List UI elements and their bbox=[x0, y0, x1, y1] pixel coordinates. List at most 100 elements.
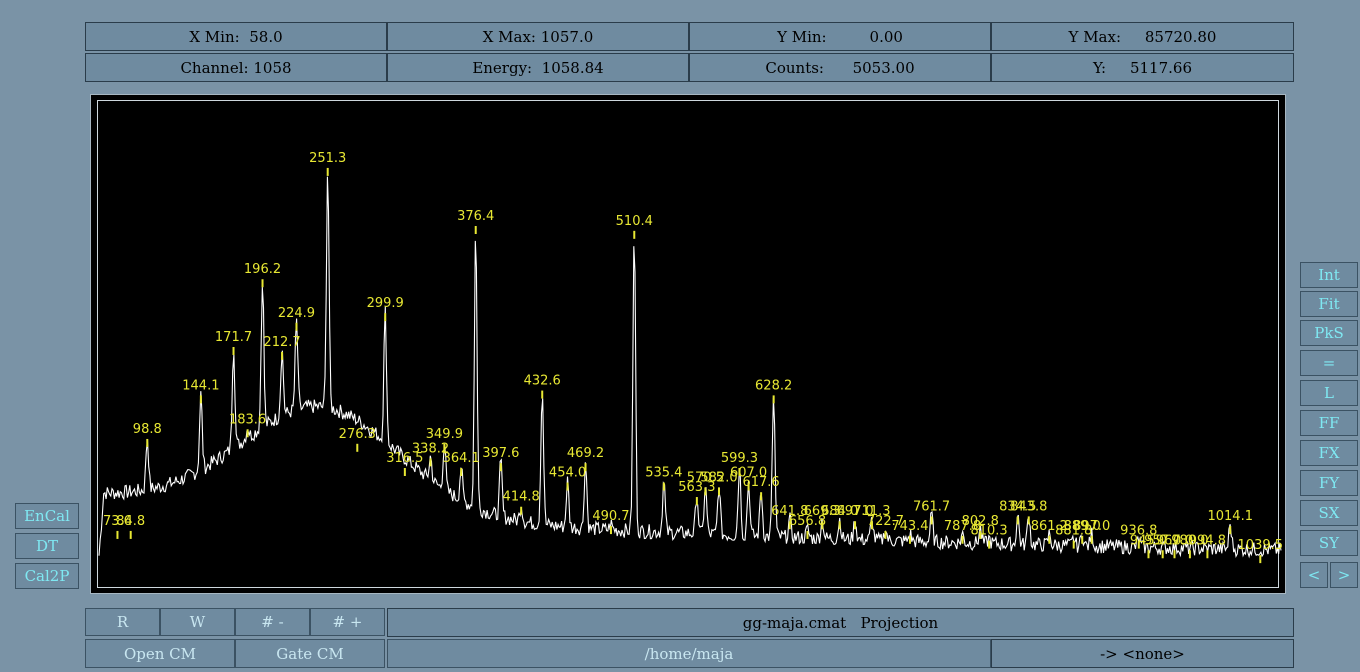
peak-label: 697.0 bbox=[836, 504, 873, 519]
prev-button[interactable]: < bbox=[1300, 562, 1328, 588]
spectrum-chart[interactable]: 73.684.8 98.8 144.1 171.7 183.6 196.2 212.7 224… bbox=[91, 95, 1285, 593]
energy-value: 1058.84 bbox=[541, 58, 604, 77]
peak-label: 957.0 bbox=[1144, 533, 1181, 548]
target-field[interactable]: -> <none> bbox=[991, 639, 1294, 668]
peak-label: 994.8 bbox=[1189, 533, 1226, 548]
peak-label: 432.6 bbox=[524, 374, 561, 389]
peak-label: 1014.1 bbox=[1207, 509, 1253, 524]
cal2p-button[interactable]: Cal2P bbox=[15, 563, 79, 589]
ff-button[interactable]: FF bbox=[1300, 410, 1358, 436]
w-button[interactable]: W bbox=[160, 608, 235, 636]
peak-label: 945.0 bbox=[1130, 533, 1167, 548]
peak-label: 196.2 bbox=[244, 262, 281, 277]
xmin-label: X Min: bbox=[189, 27, 240, 46]
ymax-value: 85720.80 bbox=[1144, 27, 1217, 46]
fy-button[interactable]: FY bbox=[1300, 470, 1358, 496]
sx-button[interactable]: SX bbox=[1300, 500, 1358, 526]
peak-label: 641.8 bbox=[771, 504, 808, 519]
next-button[interactable]: > bbox=[1330, 562, 1358, 588]
peak-label: 338.2 bbox=[412, 441, 449, 456]
peak-label: 967.0 bbox=[1156, 533, 1193, 548]
peak-label: 582.0 bbox=[700, 470, 737, 485]
fx-button[interactable]: FX bbox=[1300, 440, 1358, 466]
xmax-value: 1057.0 bbox=[540, 27, 594, 46]
open-cm-button[interactable]: Open CM bbox=[85, 639, 235, 668]
y-label: Y: bbox=[1093, 58, 1107, 77]
counts-label: Counts: bbox=[765, 58, 824, 77]
peak-label: 171.7 bbox=[215, 330, 252, 345]
peak-label: 510.4 bbox=[616, 214, 653, 229]
peak-label: 802.8 bbox=[962, 514, 999, 529]
peak-label: 535.4 bbox=[645, 466, 682, 481]
xmin-value: 58.0 bbox=[249, 27, 283, 46]
peak-label: 599.3 bbox=[721, 451, 758, 466]
peak-label: 743.4 bbox=[891, 519, 928, 534]
peak-label: 889.0 bbox=[1064, 519, 1101, 534]
ymax-label: Y Max: bbox=[1068, 27, 1122, 46]
peak-label: 454.0 bbox=[549, 466, 586, 481]
plot-frame bbox=[97, 100, 1279, 588]
ymin-label: Y Min: bbox=[777, 27, 827, 46]
counts-value: 5053.00 bbox=[852, 58, 915, 77]
peak-label: 251.3 bbox=[309, 151, 346, 166]
equal-button[interactable]: = bbox=[1300, 350, 1358, 376]
r-button[interactable]: R bbox=[85, 608, 160, 636]
peak-label: 563.3 bbox=[678, 480, 715, 495]
peak-label: 276.3 bbox=[339, 427, 376, 442]
peak-label: 144.1 bbox=[182, 378, 219, 393]
path-field[interactable]: /home/maja bbox=[387, 639, 991, 668]
peak-label: 607.0 bbox=[730, 466, 767, 481]
peak-label: 397.6 bbox=[482, 446, 519, 461]
xmin-cell: X Min: 58.0 bbox=[85, 22, 387, 51]
dt-button[interactable]: DT bbox=[15, 533, 79, 559]
peak-label: 628.2 bbox=[755, 378, 792, 393]
peak-label: 897.0 bbox=[1073, 519, 1110, 534]
pks-button[interactable]: PkS bbox=[1300, 320, 1358, 346]
peak-label: 570.5 bbox=[687, 470, 724, 485]
energy-label: Energy: bbox=[472, 58, 533, 77]
decrement-button[interactable]: # - bbox=[235, 608, 310, 636]
peak-label: 656.8 bbox=[789, 514, 826, 529]
spectrum-plot[interactable]: 73.6 84.8 98.8 144.1 171.7 183.6 196.2 212.7 224… bbox=[90, 94, 1286, 594]
y-value: 5117.66 bbox=[1129, 58, 1192, 77]
peak-label: 316.5 bbox=[386, 451, 423, 466]
peak-label: 376.4 bbox=[457, 209, 494, 224]
peak-label: 617.6 bbox=[742, 475, 779, 490]
peak-label: 881.8 bbox=[1055, 524, 1092, 539]
peak-label: 364.1 bbox=[443, 451, 480, 466]
channel-cell: Channel: 1058 bbox=[85, 53, 387, 82]
peak-label: 722.7 bbox=[867, 514, 904, 529]
sy-button[interactable]: SY bbox=[1300, 530, 1358, 556]
peak-label: 183.6 bbox=[229, 412, 266, 427]
encal-button[interactable]: EnCal bbox=[15, 503, 79, 529]
peak-label: 936.8 bbox=[1120, 524, 1157, 539]
file-title: gg-maja.cmat Projection bbox=[387, 608, 1294, 637]
xmax-label: X Max: bbox=[482, 27, 536, 46]
peak-label: 787.8 bbox=[944, 519, 981, 534]
counts-cell: Counts: 5053.00 bbox=[689, 53, 991, 82]
l-button[interactable]: L bbox=[1300, 380, 1358, 406]
peak-label: 1039.5 bbox=[1238, 538, 1284, 553]
peak-label: 469.2 bbox=[567, 446, 604, 461]
peak-label: 490.7 bbox=[592, 509, 629, 524]
peak-label: 980.0 bbox=[1171, 533, 1208, 548]
increment-button[interactable]: # + bbox=[310, 608, 385, 636]
peak-label: 73.6 bbox=[103, 514, 132, 529]
peak-label: 669.3 bbox=[804, 504, 841, 519]
peak-label: 349.9 bbox=[426, 427, 463, 442]
gate-cm-button[interactable]: Gate CM bbox=[235, 639, 385, 668]
int-button[interactable]: Int bbox=[1300, 262, 1358, 288]
ymin-cell: Y Min: 0.00 bbox=[689, 22, 991, 51]
channel-value: 1058 bbox=[253, 58, 292, 77]
peak-label: 761.7 bbox=[913, 499, 950, 514]
energy-cell: Energy: 1058.84 bbox=[387, 53, 689, 82]
peak-label: 711.3 bbox=[853, 504, 890, 519]
fit-button[interactable]: Fit bbox=[1300, 291, 1358, 317]
spectrum-line bbox=[98, 176, 1282, 559]
peak-label: 414.8 bbox=[503, 490, 540, 505]
channel-label: Channel: bbox=[180, 58, 249, 77]
peak-label: 861.2 bbox=[1031, 519, 1068, 534]
peak-label: 299.9 bbox=[367, 296, 404, 311]
peak-label: 224.9 bbox=[278, 306, 315, 321]
peak-label: 684.0 bbox=[821, 504, 858, 519]
